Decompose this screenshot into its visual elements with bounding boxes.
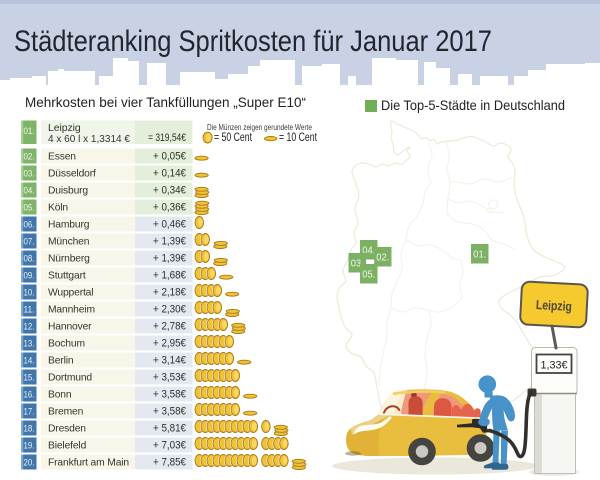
svg-text:1,33€: 1,33€ [541, 360, 568, 372]
svg-text:Bremen: Bremen [48, 407, 84, 418]
svg-text:+ 5,81€: + 5,81€ [153, 423, 186, 435]
svg-text:+ 0,46€: + 0,46€ [153, 219, 186, 231]
svg-text:= 10 Cent: = 10 Cent [279, 132, 318, 144]
svg-text:Düsseldorf: Düsseldorf [48, 169, 96, 180]
svg-text:+ 3,14€: + 3,14€ [153, 355, 186, 367]
svg-text:Berlin: Berlin [48, 356, 74, 367]
svg-text:Die Top-5-Städte in Deutschlan: Die Top-5-Städte in Deutschland [381, 97, 565, 113]
svg-text:Bonn: Bonn [48, 390, 72, 401]
svg-text:Hannover: Hannover [48, 322, 92, 333]
svg-text:+ 3,58€: + 3,58€ [153, 406, 186, 418]
svg-text:+ 0,05€: + 0,05€ [153, 151, 186, 163]
svg-text:16.: 16. [24, 390, 35, 400]
svg-text:12.: 12. [24, 322, 35, 332]
svg-text:Leipzig: Leipzig [48, 122, 81, 134]
svg-text:07.: 07. [24, 237, 35, 247]
svg-text:Dresden: Dresden [48, 424, 86, 435]
svg-text:4 x 60 l x 1,3314 €: 4 x 60 l x 1,3314 € [48, 134, 131, 145]
svg-text:Leipzig: Leipzig [536, 297, 573, 314]
svg-text:+ 7,03€: + 7,03€ [153, 440, 186, 452]
svg-text:= 319,54€: = 319,54€ [148, 132, 186, 144]
svg-text:Bochum: Bochum [48, 339, 85, 350]
svg-text:13.: 13. [24, 339, 35, 349]
svg-text:Frankfurt am Main: Frankfurt am Main [48, 458, 129, 469]
svg-text:+ 0,14€: + 0,14€ [153, 168, 186, 180]
svg-text:+ 2,78€: + 2,78€ [153, 321, 186, 333]
svg-text:08.: 08. [24, 254, 35, 264]
svg-text:Die Münzen zeigen gerundete We: Die Münzen zeigen gerundete Werte [207, 123, 312, 132]
svg-text:Hamburg: Hamburg [48, 220, 90, 231]
svg-text:+ 2,95€: + 2,95€ [153, 338, 186, 350]
svg-text:02.: 02. [376, 252, 389, 263]
svg-text:+ 1,68€: + 1,68€ [153, 270, 186, 282]
svg-text:05.: 05. [24, 203, 35, 213]
svg-text:20.: 20. [24, 458, 35, 468]
svg-text:+ 3,53€: + 3,53€ [153, 372, 186, 384]
svg-text:+ 1,39€: + 1,39€ [153, 253, 186, 265]
svg-text:+ 0,36€: + 0,36€ [153, 202, 186, 214]
svg-text:München: München [48, 237, 90, 248]
svg-text:Stuttgart: Stuttgart [48, 271, 86, 282]
svg-text:= 50 Cent: = 50 Cent [214, 132, 253, 144]
svg-text:10.: 10. [24, 288, 35, 298]
svg-text:05.: 05. [362, 269, 375, 280]
svg-text:Mannheim: Mannheim [48, 305, 95, 316]
svg-text:02.: 02. [24, 152, 35, 162]
svg-text:+ 1,39€: + 1,39€ [153, 236, 186, 248]
svg-text:19.: 19. [24, 441, 35, 451]
svg-text:03.: 03. [351, 258, 364, 269]
svg-text:Städteranking Spritkosten für: Städteranking Spritkosten für Januar 201… [14, 25, 492, 58]
svg-text:Mehrkosten bei vier Tankfüllun: Mehrkosten bei vier Tankfüllungen „Super… [25, 94, 306, 110]
svg-text:Bielefeld: Bielefeld [48, 441, 87, 452]
svg-text:06.: 06. [24, 220, 35, 230]
svg-text:Nürnberg: Nürnberg [48, 254, 90, 265]
svg-text:+ 2,30€: + 2,30€ [153, 304, 186, 316]
svg-text:+ 7,85€: + 7,85€ [153, 457, 186, 469]
svg-text:Dortmund: Dortmund [48, 373, 92, 384]
svg-text:+ 0,34€: + 0,34€ [153, 185, 186, 197]
svg-text:04.: 04. [362, 245, 375, 256]
svg-text:15.: 15. [24, 373, 35, 383]
svg-text:17.: 17. [24, 407, 35, 417]
svg-text:03.: 03. [24, 169, 35, 179]
svg-text:+ 3,58€: + 3,58€ [153, 389, 186, 401]
svg-text:11.: 11. [24, 305, 35, 315]
svg-text:Essen: Essen [48, 152, 76, 163]
svg-text:Duisburg: Duisburg [48, 186, 88, 197]
svg-text:Köln: Köln [48, 203, 68, 214]
svg-text:01.: 01. [24, 126, 35, 136]
svg-text:+ 2,18€: + 2,18€ [153, 287, 186, 299]
svg-text:18.: 18. [24, 424, 35, 434]
svg-text:14.: 14. [24, 356, 35, 366]
svg-text:09.: 09. [24, 271, 35, 281]
svg-text:01.: 01. [473, 249, 486, 260]
svg-text:Wuppertal: Wuppertal [48, 288, 93, 299]
svg-text:04.: 04. [24, 186, 35, 196]
